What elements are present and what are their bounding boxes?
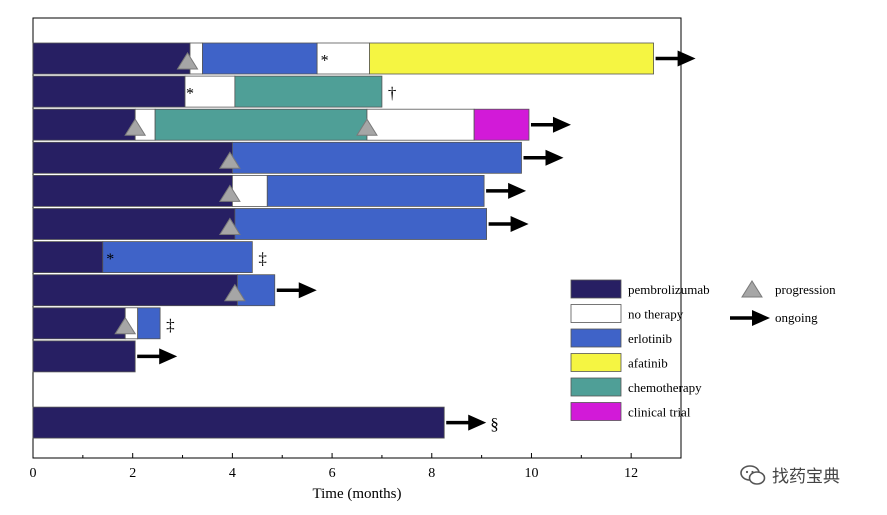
x-tick-label: 6 [329,466,336,481]
ongoing-arrow-head [552,116,571,133]
legend-label: afatinib [628,356,668,371]
bar-chemotherapy [154,108,368,141]
bar-no-therapy [184,75,236,108]
progression-marker [124,118,147,136]
wechat-icon [740,464,766,485]
progression-marker [223,283,246,302]
bar-annotation: * [321,53,329,70]
bar-pembrolizumab [32,241,104,274]
legend-label: erlotinib [628,331,672,346]
progression-marker [356,118,378,136]
legend-label: pembrolizumab [628,282,710,297]
x-axis-label: Time (months) [312,486,401,502]
legend-progression-icon [741,280,763,298]
bar-pembrolizumab [32,406,445,439]
ongoing-arrow-head [159,348,178,365]
bar-pembrolizumab [32,174,233,207]
ongoing-arrow [486,182,527,199]
bar-erlotinib [137,307,161,340]
x-tick-label: 10 [524,466,538,481]
bar-annotation: * [186,86,194,103]
ongoing-arrow [137,348,178,365]
bar-pembrolizumab [32,274,238,307]
bar-erlotinib [202,42,318,75]
bar-pembrolizumab [32,340,136,373]
bar-pembrolizumab [32,75,186,108]
legend-label: chemotherapy [628,380,702,395]
legend-swatch-pembrolizumab [570,279,622,299]
bar-erlotinib [102,241,253,274]
ongoing-arrow [276,282,317,299]
watermark-text: 找药宝典 [772,467,840,487]
end-note: § [490,415,499,434]
x-tick-label: 12 [624,466,638,481]
bar-pembrolizumab [32,42,191,75]
ongoing-arrow [523,149,564,166]
legend-label: progression [775,282,836,297]
legend-swatch-no-therapy [570,304,622,323]
ongoing-arrow-head [508,182,527,199]
legend-swatch-erlotinib [570,328,622,348]
watermark: 找药宝典 [740,462,840,487]
ongoing-arrow-head [298,282,317,299]
bar-pembrolizumab [32,307,126,340]
bar-annotation: * [106,251,114,268]
progression-marker [218,151,241,169]
legend-label: ongoing [775,310,818,325]
legend-label: clinical trial [628,405,691,420]
legend-swatch-afatinib [570,353,622,372]
x-tick-label: 8 [428,466,435,481]
bar-chemotherapy [234,75,383,108]
bar-afatinib [369,42,654,75]
progression-marker [218,184,241,202]
ongoing-arrow [488,216,529,232]
ongoing-arrow-head [510,216,529,232]
legend-label: no therapy [628,307,684,322]
legend-swatch-clinical-trial [570,402,622,421]
end-note: ‡ [166,315,175,334]
bar-erlotinib [234,208,488,240]
legend-swatch-chemotherapy [570,377,622,397]
ongoing-arrow-head [468,414,487,431]
ongoing-arrow [655,50,696,67]
legend-ongoing-icon [730,310,770,326]
end-note: ‡ [258,249,267,268]
bar-erlotinib [266,174,485,207]
bar-pembrolizumab [32,208,236,240]
bar-no-therapy [366,108,475,141]
legend-ongoing-icon-head [752,310,770,326]
bar-clinical-trial [473,108,530,141]
x-tick-label: 4 [229,466,236,481]
ongoing-arrow-head [677,50,696,67]
bar-erlotinib [231,141,522,174]
ongoing-arrow-head [545,149,564,166]
x-tick-label: 2 [129,466,136,481]
bar-pembrolizumab [32,108,136,141]
progression-marker [176,52,199,70]
x-tick-label: 0 [30,466,37,481]
ongoing-arrow [446,414,487,431]
progression-marker [218,217,241,235]
ongoing-arrow [530,116,571,133]
end-note: † [388,84,397,103]
progression-marker [114,316,137,335]
bar-pembrolizumab [32,141,233,174]
